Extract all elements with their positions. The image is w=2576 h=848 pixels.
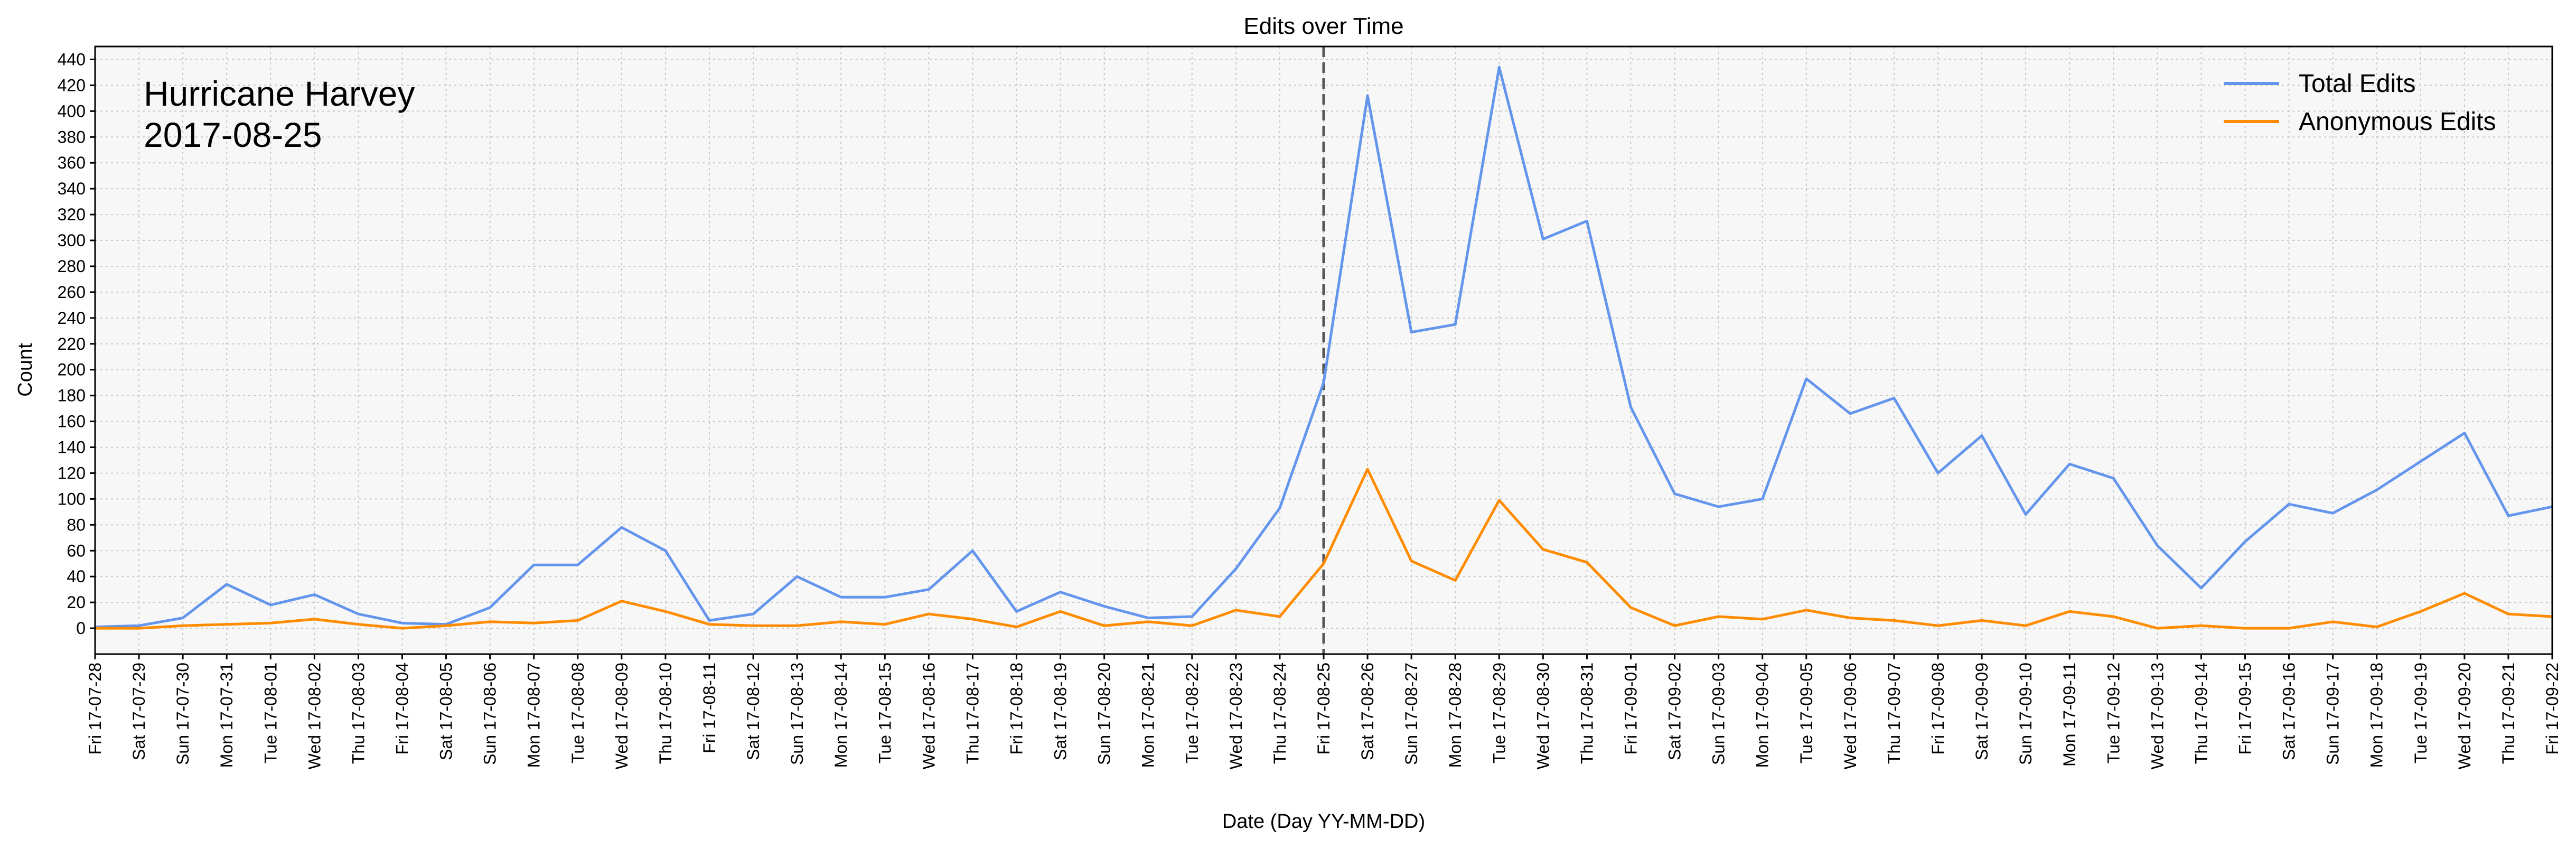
y-tick-label: 420	[58, 76, 86, 95]
y-tick-label: 340	[58, 179, 86, 198]
x-tick-label: Thu 17-08-24	[1270, 663, 1289, 764]
x-tick-label: Fri 17-08-25	[1314, 663, 1333, 754]
x-tick-label: Thu 17-08-31	[1577, 663, 1596, 764]
y-tick-label: 360	[58, 153, 86, 172]
y-tick-label: 440	[58, 50, 86, 69]
x-tick-label: Mon 17-08-07	[524, 663, 544, 768]
x-tick-label: Wed 17-09-20	[2455, 663, 2474, 769]
x-tick-label: Wed 17-08-23	[1226, 663, 1245, 769]
x-tick-label: Wed 17-09-13	[2148, 663, 2167, 769]
x-tick-label: Wed 17-08-09	[612, 663, 631, 769]
x-tick-label: Wed 17-08-30	[1533, 663, 1552, 769]
x-tick-label: Tue 17-09-19	[2411, 663, 2430, 763]
x-tick-label: Fri 17-09-15	[2236, 663, 2255, 754]
x-tick-label: Wed 17-09-06	[1841, 663, 1860, 769]
x-tick-label: Sat 17-09-09	[1972, 663, 1991, 760]
x-tick-label: Sun 17-07-30	[173, 663, 192, 765]
x-tick-label: Thu 17-09-21	[2499, 663, 2518, 764]
y-tick-label: 60	[67, 541, 86, 560]
legend: Total Edits Anonymous Edits	[2224, 70, 2496, 136]
y-tick-label: 80	[67, 515, 86, 534]
y-tick-label: 220	[58, 334, 86, 353]
x-tick-label: Tue 17-09-05	[1797, 663, 1816, 763]
y-tick-label: 100	[58, 489, 86, 508]
x-tick-label: Fri 17-09-01	[1622, 663, 1641, 754]
y-tick-label: 320	[58, 205, 86, 224]
y-tick-label: 180	[58, 386, 86, 405]
x-tick-label: Sun 17-08-27	[1402, 663, 1421, 765]
chart-title: Edits over Time	[1243, 13, 1403, 39]
x-tick-label: Thu 17-08-17	[963, 663, 982, 764]
x-axis-ticks: Fri 17-07-28 Sat 17-07-29 Sun 17-07-30 Mon …	[86, 654, 2562, 769]
series-lines	[95, 66, 2553, 630]
event-annotation-date: 2017-08-25	[144, 115, 322, 154]
y-tick-label: 140	[58, 438, 86, 457]
x-tick-label: Sat 17-08-19	[1051, 663, 1070, 760]
x-tick-label: Thu 17-08-03	[349, 663, 368, 764]
x-tick-label: Mon 17-09-18	[2367, 663, 2386, 768]
x-tick-label: Fri 17-09-22	[2543, 663, 2562, 754]
x-tick-label: Fri 17-07-28	[86, 663, 105, 754]
y-tick-label: 300	[58, 231, 86, 250]
x-tick-label: Sun 17-09-10	[2016, 663, 2035, 765]
x-tick-label: Mon 17-09-04	[1753, 663, 1772, 768]
x-tick-label: Sat 17-08-26	[1358, 663, 1377, 760]
x-tick-label: Tue 17-09-12	[2104, 663, 2123, 763]
x-tick-label: Mon 17-08-28	[1446, 663, 1465, 768]
y-tick-label: 240	[58, 309, 86, 328]
y-tick-label: 400	[58, 101, 86, 120]
x-tick-label: Sun 17-09-17	[2324, 663, 2343, 765]
x-tick-label: Mon 17-08-14	[831, 663, 850, 768]
x-tick-label: Fri 17-08-11	[700, 663, 719, 753]
y-tick-label: 380	[58, 127, 86, 146]
x-tick-label: Tue 17-08-29	[1490, 663, 1509, 763]
y-tick-label: 40	[67, 567, 86, 586]
x-tick-label: Thu 17-09-14	[2191, 663, 2210, 764]
x-tick-label: Sun 17-08-13	[788, 663, 807, 765]
x-tick-label: Fri 17-08-18	[1007, 663, 1026, 754]
x-tick-label: Sat 17-09-16	[2280, 663, 2299, 760]
y-tick-label: 20	[67, 593, 86, 612]
x-tick-label: Sun 17-08-06	[481, 663, 500, 765]
plot-frame	[94, 45, 2553, 655]
x-tick-label: Wed 17-08-16	[919, 663, 938, 769]
x-tick-label: Tue 17-08-15	[875, 663, 894, 763]
x-tick-label: Sat 17-09-02	[1665, 663, 1684, 760]
x-tick-label: Sat 17-08-05	[437, 663, 456, 760]
x-axis-label: Date (Day YY-MM-DD)	[1222, 810, 1425, 833]
x-tick-label: Tue 17-08-08	[568, 663, 587, 763]
y-tick-label: 280	[58, 257, 86, 276]
x-tick-label: Thu 17-08-10	[656, 663, 675, 764]
y-tick-label: 200	[58, 360, 86, 379]
x-tick-label: Wed 17-08-02	[305, 663, 324, 769]
x-tick-label: Sat 17-08-12	[744, 663, 763, 760]
x-tick-label: Tue 17-08-22	[1183, 663, 1202, 763]
x-tick-label: Mon 17-08-21	[1139, 663, 1158, 768]
y-tick-label: 0	[76, 619, 86, 638]
x-tick-label: Mon 17-07-31	[217, 663, 236, 768]
legend-label-anonymous-edits: Anonymous Edits	[2299, 108, 2496, 136]
series-line-total-edits	[95, 66, 2553, 629]
y-axis-label: Count	[14, 343, 36, 397]
y-tick-label: 260	[58, 283, 86, 302]
x-tick-label: Tue 17-08-01	[261, 663, 280, 763]
event-annotation-name: Hurricane Harvey	[144, 74, 415, 113]
y-tick-label: 160	[58, 412, 86, 431]
x-tick-label: Mon 17-09-11	[2060, 663, 2079, 767]
x-tick-label: Sat 17-07-29	[129, 663, 148, 760]
series-line-anonymous-edits	[95, 468, 2553, 630]
x-tick-label: Fri 17-08-04	[393, 663, 412, 754]
x-tick-label: Sun 17-09-03	[1709, 663, 1728, 765]
x-tick-label: Sun 17-08-20	[1095, 663, 1114, 765]
x-tick-label: Thu 17-09-07	[1885, 663, 1904, 764]
x-tick-label: Fri 17-09-08	[1928, 663, 1947, 754]
y-axis-ticks: 0 20 40 60 80 100 120 140 160 180 200 220 240 260 280 3…	[58, 50, 95, 638]
legend-label-total-edits: Total Edits	[2299, 70, 2415, 98]
y-tick-label: 120	[58, 463, 86, 482]
